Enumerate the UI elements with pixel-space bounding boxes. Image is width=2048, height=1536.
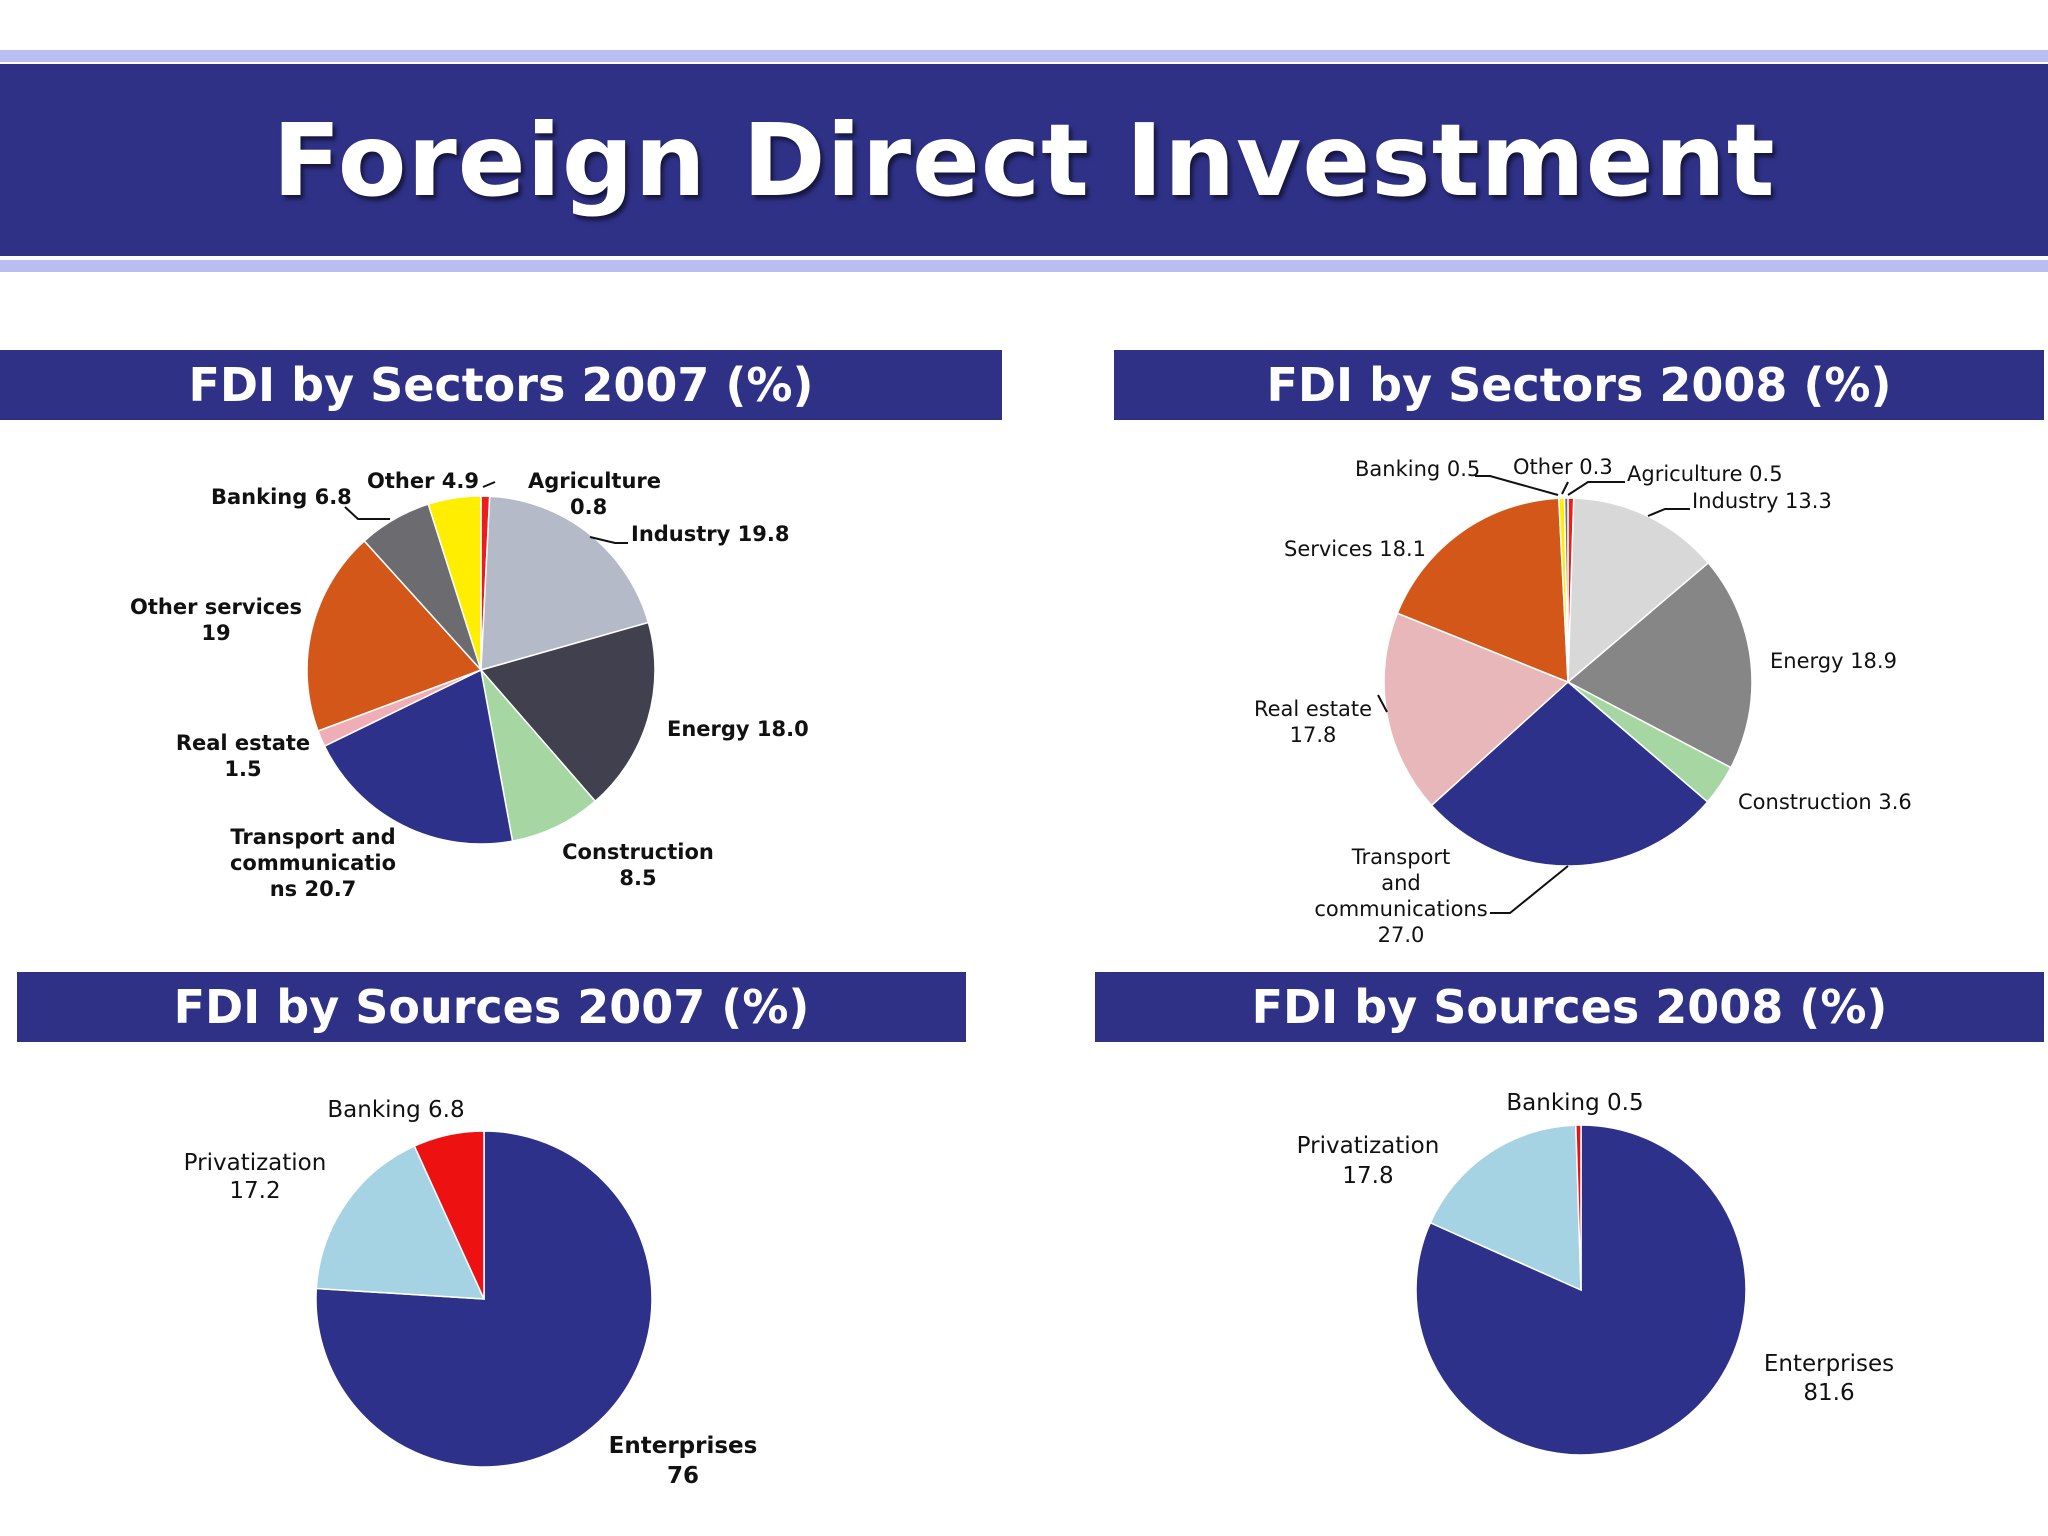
- pie-slice-other: [1563, 497, 1569, 683]
- label-privatization-value: 17.2: [229, 1178, 280, 1204]
- label-enterprises: Enterprises: [1764, 1351, 1894, 1377]
- pie-slice-privatization: [315, 1145, 486, 1300]
- label-enterprises-value: 76: [667, 1463, 699, 1489]
- leader-line: [1567, 481, 1625, 496]
- labels-sectors-2007: Agriculture 0.8 Industry 19.8 Energy 18.…: [130, 469, 809, 901]
- leader-line: [344, 506, 390, 520]
- leader-line: [1475, 475, 1559, 496]
- label-banking: Banking 6.8: [211, 485, 352, 509]
- pie-sectors-2007: [306, 495, 656, 845]
- label-privatization: Privatization: [184, 1150, 327, 1176]
- label-enterprises: Enterprises: [609, 1433, 758, 1459]
- label-transport-line2: communicatio: [230, 851, 396, 875]
- label-construction-value: 8.5: [619, 866, 656, 890]
- label-transport-line1: Transport: [1351, 845, 1451, 869]
- label-banking: Banking 0.5: [1355, 457, 1480, 481]
- pie-slice-energy: [1566, 561, 1753, 769]
- label-construction: Construction 3.6: [1738, 790, 1912, 814]
- label-real-estate: Real estate: [1254, 697, 1372, 721]
- label-other: Other 4.9: [367, 469, 479, 493]
- pie-slice-industry: [480, 495, 650, 672]
- labels-sources-2008: Banking 0.5 Privatization 17.8 Enterpris…: [1297, 1090, 1894, 1406]
- label-services: Services 18.1: [1284, 537, 1426, 561]
- pie-sources-2007: [315, 1130, 653, 1468]
- leader-line: [1561, 481, 1569, 495]
- pie-sectors-2008: [1383, 497, 1753, 867]
- banner-bottom-rule: [0, 260, 2048, 272]
- label-transport-line2: and: [1381, 871, 1421, 895]
- label-transport-line3: communications: [1314, 897, 1487, 921]
- pie-slice-real-estate: [1383, 612, 1570, 807]
- label-agriculture: Agriculture 0.5: [1627, 462, 1783, 486]
- pie-slice-energy: [479, 621, 656, 803]
- label-banking: Banking 6.8: [327, 1097, 464, 1123]
- leader-line: [1377, 694, 1388, 713]
- pie-slice-transport-and-communications: [323, 668, 514, 845]
- label-energy: Energy 18.0: [667, 717, 809, 741]
- banner-top-rule: [0, 50, 2048, 62]
- chart-title-sources-2007: FDI by Sources 2007 (%): [17, 972, 966, 1042]
- pie-sources-2008: [1415, 1124, 1747, 1456]
- page-title: Foreign Direct Investment: [272, 101, 1776, 219]
- label-industry: Industry 13.3: [1692, 489, 1832, 513]
- label-transport-line3: ns 20.7: [270, 877, 357, 901]
- label-other: Other 0.3: [1513, 455, 1613, 479]
- label-energy: Energy 18.9: [1770, 649, 1897, 673]
- chart-title-sectors-2008: FDI by Sectors 2008 (%): [1114, 350, 2044, 420]
- pie-slice-banking: [413, 1130, 485, 1300]
- label-banking: Banking 0.5: [1506, 1090, 1643, 1116]
- label-real-estate-value: 17.8: [1290, 723, 1337, 747]
- label-real-estate: Real estate: [176, 731, 310, 755]
- pie-slice-transport-and-communications: [1430, 681, 1709, 867]
- leader-line: [589, 536, 628, 544]
- title-banner: [0, 64, 2048, 256]
- pie-slice-industry: [1567, 497, 1710, 684]
- label-transport-line4: 27.0: [1378, 923, 1425, 947]
- pie-slice-services: [1396, 497, 1569, 684]
- pie-slice-privatization: [1429, 1124, 1582, 1292]
- pie-slice-enterprises: [315, 1130, 653, 1468]
- label-transport-line1: Transport and: [230, 825, 395, 849]
- leader-line: [1647, 508, 1690, 517]
- pie-slice-construction: [479, 667, 597, 842]
- label-agriculture: Agriculture: [528, 469, 661, 493]
- label-privatization-value: 17.8: [1342, 1163, 1393, 1189]
- chart-title-sectors-2007: FDI by Sectors 2007 (%): [0, 350, 1002, 420]
- chart-title-sources-2008: FDI by Sources 2008 (%): [1095, 972, 2044, 1042]
- label-agriculture-value: 0.8: [570, 495, 607, 519]
- labels-sources-2007: Banking 6.8 Privatization 17.2 Enterpris…: [184, 1097, 758, 1489]
- label-other-services-value: 19: [201, 621, 230, 645]
- pie-slice-other-services: [306, 539, 483, 732]
- labels-sectors-2008: Banking 0.5 Other 0.3 Agriculture 0.5 In…: [1254, 455, 1912, 947]
- label-real-estate-value: 1.5: [224, 757, 261, 781]
- label-other-services: Other services: [130, 595, 302, 619]
- label-privatization: Privatization: [1297, 1133, 1440, 1159]
- pie-slice-other: [427, 495, 482, 671]
- label-industry: Industry 19.8: [631, 522, 789, 546]
- leader-line: [482, 481, 496, 488]
- pie-slice-banking: [1575, 1124, 1582, 1291]
- leader-line: [1490, 865, 1569, 914]
- label-construction: Construction: [562, 840, 714, 864]
- label-enterprises-value: 81.6: [1803, 1380, 1854, 1406]
